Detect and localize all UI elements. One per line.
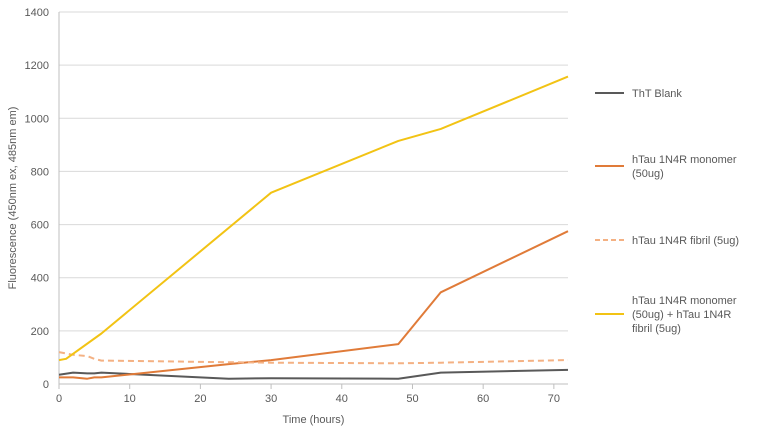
legend: ThT Blank hTau 1N4R monomer (50ug) hTau 1N4… <box>595 88 739 335</box>
legend-label: (50ug) <box>632 168 664 180</box>
legend-label: fibril (5ug) <box>632 323 681 335</box>
legend-label: (50ug) + hTau 1N4R <box>632 309 731 321</box>
axes <box>58 12 568 389</box>
series-line-1 <box>59 230 569 380</box>
y-tick-label: 600 <box>31 220 49 232</box>
x-tick-label: 70 <box>548 393 560 405</box>
series-line-3 <box>58 75 569 362</box>
y-tick-labels: 0 200 400 600 800 1000 1200 1400 <box>25 7 49 391</box>
y-tick-label: 800 <box>31 166 49 178</box>
legend-label: hTau 1N4R monomer <box>632 154 737 166</box>
x-tick-label: 20 <box>194 393 206 405</box>
y-tick-label: 1000 <box>25 113 49 125</box>
series-line-0 <box>58 368 569 380</box>
y-tick-label: 1200 <box>25 60 49 72</box>
y-tick-label: 200 <box>31 326 49 338</box>
x-tick-label: 0 <box>56 393 62 405</box>
y-tick-label: 400 <box>31 273 49 285</box>
y-tick-label: 0 <box>43 379 49 391</box>
series-lines <box>58 75 569 380</box>
x-tick-label: 40 <box>336 393 348 405</box>
y-axis-title: Fluorescence (450nm ex, 485nm em) <box>7 107 19 290</box>
y-tick-label: 1400 <box>25 7 49 19</box>
x-tick-label: 30 <box>265 393 277 405</box>
gridlines <box>59 11 568 332</box>
x-tick-label: 50 <box>406 393 418 405</box>
legend-label: ThT Blank <box>632 88 682 100</box>
x-axis-title: Time (hours) <box>283 414 345 426</box>
x-tick-label: 60 <box>477 393 489 405</box>
x-tick-labels: 0 10 20 30 40 50 60 70 <box>56 393 560 405</box>
x-tick-label: 10 <box>124 393 136 405</box>
series-line-2 <box>58 351 569 365</box>
legend-label: hTau 1N4R monomer <box>632 295 737 307</box>
legend-label: hTau 1N4R fibril (5ug) <box>632 235 739 247</box>
